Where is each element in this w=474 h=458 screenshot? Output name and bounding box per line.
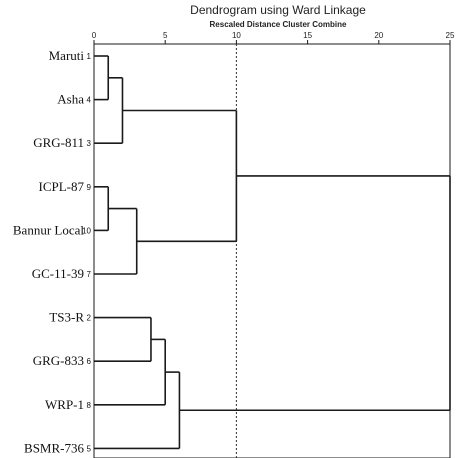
- leaf-case-number: 8: [87, 401, 92, 410]
- leaf-case-number: 1: [87, 52, 92, 61]
- plot-frame: [93, 43, 451, 458]
- leaf-labels: Maruti 1 Asha 4 GRG-811 3 ICPL-87 9 Bannur Local…: [13, 48, 92, 455]
- leaf-case-number: 10: [82, 226, 91, 235]
- leaf-label: WRP-1: [45, 397, 84, 412]
- x-tick-label: 25: [446, 31, 455, 40]
- leaf-label: ICPL-87: [39, 179, 85, 194]
- leaf-case-number: 3: [87, 139, 92, 148]
- leaf-label: TS3-R: [49, 310, 84, 325]
- dendrogram-branches: [94, 55, 451, 450]
- x-tick-label: 0: [92, 31, 97, 40]
- leaf-case-number: 7: [87, 270, 92, 279]
- leaf-label: GRG-833: [33, 353, 84, 368]
- leaf-label: Bannur Local: [13, 222, 85, 237]
- x-axis: 0 5 10 15 20 25: [92, 31, 455, 458]
- x-tick-label: 10: [232, 31, 241, 40]
- leaf-label: Asha: [57, 92, 84, 107]
- leaf-case-number: 9: [87, 183, 92, 192]
- leaf-case-number: 2: [87, 314, 92, 323]
- leaf-case-number: 4: [87, 96, 92, 105]
- x-tick-label: 15: [303, 31, 312, 40]
- leaf-label: Maruti: [49, 48, 85, 63]
- leaf-case-number: 6: [87, 357, 92, 366]
- leaf-label: GRG-811: [33, 135, 84, 150]
- chart-title: Dendrogram using Ward Linkage: [190, 3, 366, 17]
- leaf-label: GC-11-39: [32, 266, 84, 281]
- x-tick-label: 20: [374, 31, 383, 40]
- leaf-case-number: 5: [87, 444, 92, 453]
- x-tick-label: 5: [163, 31, 168, 40]
- chart-subtitle: Rescaled Distance Cluster Combine: [210, 20, 347, 29]
- leaf-label: BSMR-736: [24, 440, 84, 455]
